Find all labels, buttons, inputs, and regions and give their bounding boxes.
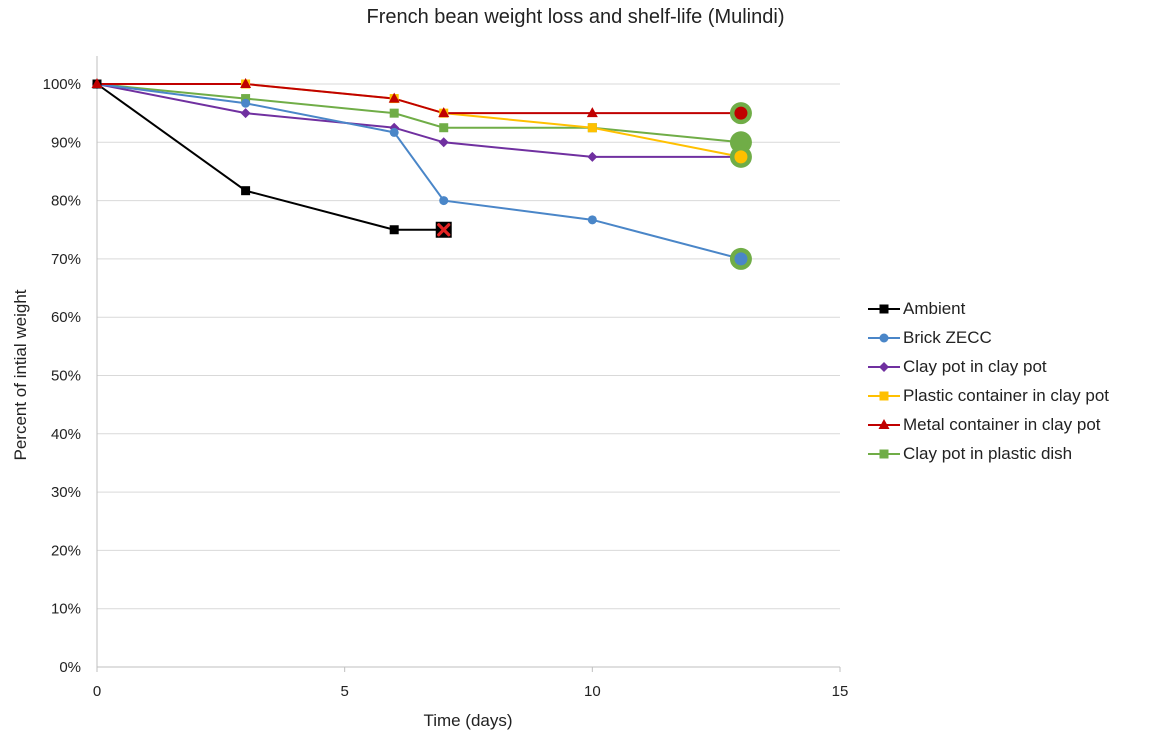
data-point (389, 225, 399, 235)
y-tick-label: 100% (43, 76, 81, 93)
series-markers (91, 78, 746, 235)
data-point (438, 107, 450, 118)
legend: Ambient Brick ZECC Clay pot in clay pot Pla… (868, 294, 1109, 468)
legend-marker (878, 418, 890, 429)
series-lines (96, 83, 742, 260)
legend-swatch (868, 391, 900, 400)
legend-marker (879, 304, 889, 313)
data-point (439, 123, 449, 133)
chart-title: French bean weight loss and shelf-life (… (366, 6, 785, 28)
data-point (240, 108, 251, 119)
legend-swatch (868, 449, 900, 458)
data-point (587, 151, 598, 162)
series-line (96, 83, 742, 144)
y-tick-label: 10% (51, 601, 81, 618)
data-point (388, 92, 400, 103)
series-line (96, 83, 741, 158)
end-of-life-marker-inner (734, 135, 748, 149)
data-point (389, 108, 399, 118)
axes (96, 56, 841, 672)
legend-label: Clay pot in clay pot (903, 356, 1047, 376)
y-tick-label: 70% (51, 251, 81, 268)
data-point (241, 186, 251, 196)
data-point (389, 122, 400, 133)
data-point (91, 78, 103, 88)
y-tick-label: 90% (51, 134, 81, 151)
series-line (97, 83, 741, 115)
legend-label: Brick ZECC (903, 327, 992, 347)
legend-swatch (868, 304, 900, 313)
data-point (240, 78, 252, 88)
x-axis-title: Time (days) (423, 711, 512, 730)
x-tick-label: 0 (93, 683, 101, 700)
gridlines (97, 83, 840, 610)
legend-marker (879, 361, 889, 372)
data-point (439, 196, 449, 206)
y-tick-label: 30% (51, 484, 81, 501)
end-of-life-marker-inner (734, 252, 748, 266)
legend-item: Ambient (868, 294, 1109, 323)
y-tick-label: 0% (59, 659, 81, 676)
x-tick-label: 15 (832, 683, 849, 700)
legend-swatch (868, 418, 900, 429)
y-tick-label: 80% (51, 193, 81, 210)
legend-label: Ambient (903, 298, 966, 318)
end-of-life-marker-x (437, 223, 451, 237)
y-tick-label: 40% (51, 426, 81, 443)
legend-label: Plastic container in clay pot (903, 385, 1109, 405)
y-tick-label: 20% (51, 542, 81, 559)
legend-swatch (868, 333, 900, 342)
series-line (96, 83, 742, 260)
legend-item: Plastic container in clay pot (868, 381, 1109, 410)
legend-item: Brick ZECC (868, 323, 1109, 352)
x-tick-label: 5 (340, 683, 348, 700)
legend-item: Metal container in clay pot (868, 410, 1109, 439)
end-of-life-marker-inner (734, 106, 748, 120)
y-tick-label: 50% (51, 368, 81, 385)
tick-labels: 0% 10% 20% 30% 40% 50% 60% 70% 80% 90% 100% 0 5 10 15 (43, 76, 849, 700)
legend-item: Clay pot in clay pot (868, 352, 1109, 381)
legend-marker (879, 333, 889, 342)
data-point (587, 215, 597, 225)
legend-marker (879, 391, 889, 400)
y-axis-title: Percent of intial weight (11, 289, 30, 460)
legend-label: Metal container in clay pot (903, 414, 1101, 434)
y-tick-label: 60% (51, 309, 81, 326)
legend-item: Clay pot in plastic dish (868, 439, 1109, 468)
legend-label: Clay pot in plastic dish (903, 443, 1073, 463)
end-markers (435, 102, 752, 270)
data-point (241, 94, 251, 104)
data-point (241, 98, 251, 108)
legend-swatch (868, 361, 900, 372)
series-line (96, 83, 444, 231)
legend-marker (879, 449, 889, 458)
end-of-life-marker-inner (734, 150, 748, 164)
data-point (587, 123, 597, 133)
data-point (389, 127, 399, 137)
x-tick-label: 10 (584, 683, 601, 700)
data-point (586, 107, 598, 118)
data-point (438, 137, 449, 148)
